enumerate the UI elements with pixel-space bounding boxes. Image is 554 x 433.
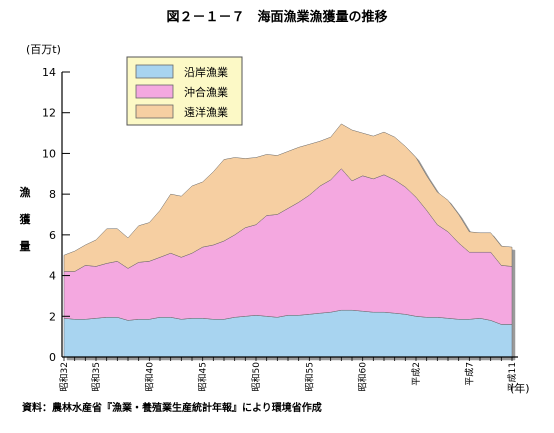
legend-label-2: 遠洋漁業 [184, 105, 228, 119]
y-axis-label: 漁獲量 [20, 185, 32, 253]
source-note: 資料：農林水産省『漁業・養殖業生産統計年報』により環境省作成 [22, 401, 322, 414]
y-axis-label-char: 漁 [20, 185, 31, 199]
area-series-2 [63, 123, 513, 272]
x-tick-label: 平成7 [463, 362, 475, 386]
y-tick-label: 14 [42, 66, 56, 79]
y-tick-label: 8 [49, 188, 56, 201]
y-axis-label-char: 量 [20, 240, 31, 253]
legend-swatch-2 [135, 104, 174, 119]
x-tick-label: 昭和55 [304, 362, 315, 391]
x-tick-label: 昭和32 [59, 362, 70, 391]
legend-label-1: 沖合漁業 [184, 85, 228, 99]
axes [61, 72, 518, 358]
y-ticks: 0 2 4 6 8 10 12 14 [42, 66, 70, 364]
x-ticks: 昭和32 昭和35 昭和40 昭和45 昭和50 昭和55 昭和60 平成2 平成7 平成11 [59, 357, 518, 391]
y-tick-label: 10 [42, 147, 56, 160]
y-tick-label: 4 [49, 270, 56, 283]
y-tick-label: 2 [49, 310, 56, 323]
legend-swatch-1 [135, 84, 174, 99]
x-tick-label: 平成2 [410, 362, 422, 386]
legend-label-0: 沿岸漁業 [184, 65, 228, 79]
x-unit-label: (年) [510, 381, 530, 395]
y-tick-label: 0 [49, 351, 56, 364]
y-tick-label: 12 [42, 107, 56, 120]
legend-swatch-0 [135, 64, 174, 79]
y-tick-label: 6 [49, 229, 56, 242]
y-axis-label-char: 獲 [20, 212, 32, 226]
chart-title: 図２－１－７ 海面漁業漁獲量の推移 [166, 9, 387, 25]
y-unit-label: (百万t) [26, 43, 61, 56]
x-tick-label: 平成11 [506, 362, 518, 391]
x-tick-label: 昭和60 [358, 362, 369, 392]
x-tick-label: 昭和40 [144, 362, 155, 392]
stacked-area-group [63, 123, 513, 358]
x-tick-label: 昭和50 [251, 362, 262, 392]
x-tick-label: 昭和45 [198, 362, 209, 391]
x-tick-label: 昭和35 [91, 362, 102, 391]
